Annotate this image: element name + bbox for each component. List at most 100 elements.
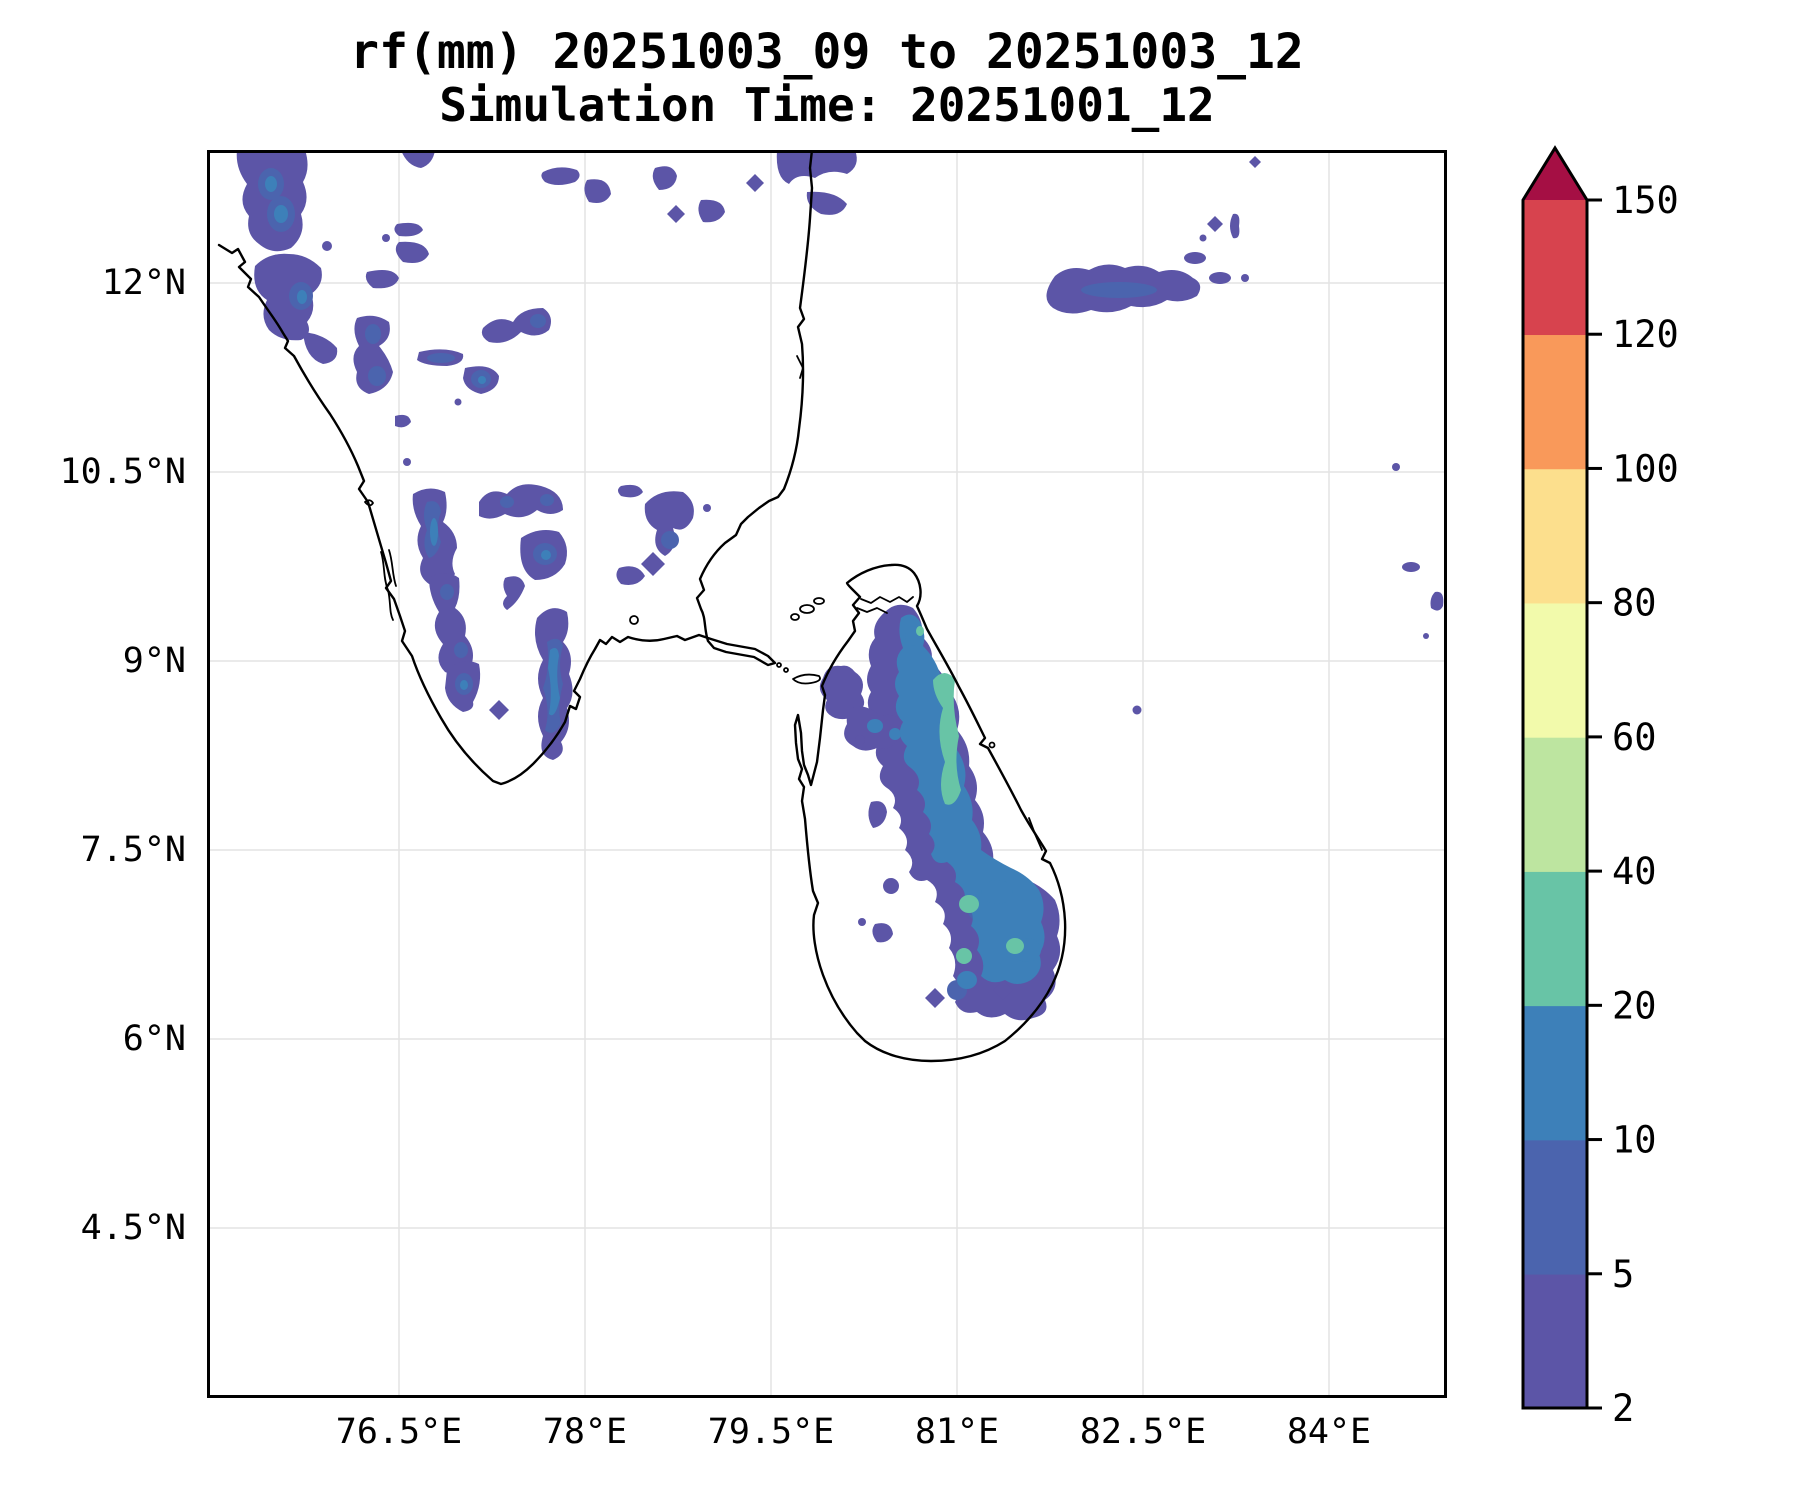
- rain-patch: [382, 234, 390, 242]
- rain-contours-20-40mm: [916, 626, 1024, 964]
- rain-core: [478, 376, 486, 384]
- chart-subtitle: Simulation Time: 20251001_12: [439, 78, 1215, 132]
- rain-core: [889, 728, 901, 740]
- india-coastline: [217, 150, 814, 786]
- rain-core-green: [933, 673, 961, 805]
- rain-patch: [1423, 633, 1429, 639]
- colorbar-tick-label: 20: [1612, 984, 1657, 1027]
- rain-patch: [503, 576, 525, 610]
- rain-patch: [394, 222, 423, 237]
- rain-patch: [1249, 156, 1261, 168]
- rain-patch: [303, 332, 338, 364]
- rain-patch: [698, 199, 725, 223]
- rain-patch: [883, 878, 899, 894]
- gridlines: [207, 150, 1447, 1398]
- rain-patch: [1199, 234, 1207, 242]
- x-tick-label: 84°E: [1286, 1412, 1372, 1452]
- rain-core: [957, 971, 977, 989]
- rain-patch: [868, 801, 887, 828]
- rain-patch: [644, 491, 694, 556]
- colorbar-segment: [1523, 871, 1587, 1007]
- rain-patch: [652, 166, 677, 190]
- rain-core: [427, 353, 455, 363]
- plot-frame: [207, 150, 1447, 1398]
- rain-patch: [479, 484, 563, 519]
- colorbar-segment: [1523, 1273, 1587, 1409]
- rain-patch: [667, 205, 685, 223]
- colorbar-segment: [1523, 602, 1587, 738]
- kerala-backwaters-2: [388, 549, 397, 587]
- rain-patch: [584, 179, 611, 203]
- jaffna-lagoon-2: [856, 607, 888, 614]
- rain-core: [430, 518, 438, 546]
- rain-patch: [403, 458, 411, 466]
- rain-core-green: [1006, 938, 1024, 954]
- colorbar-tick-label: 80: [1612, 582, 1657, 625]
- y-tick-label: 9°N: [122, 641, 186, 681]
- rain-patch: [1392, 463, 1400, 471]
- rain-core: [265, 176, 277, 192]
- islet: [783, 667, 789, 673]
- rain-core: [454, 642, 468, 658]
- rain-core: [867, 719, 883, 733]
- rain-patch: [993, 980, 1013, 1000]
- pulicat-sliver: [796, 355, 804, 379]
- small-lake: [629, 615, 639, 625]
- rain-core: [460, 680, 468, 690]
- colorbar-segment: [1523, 1139, 1587, 1275]
- colorbar-over-arrow: [1523, 148, 1587, 200]
- rain-core: [530, 314, 546, 328]
- colorbar-tick-label: 120: [1612, 313, 1679, 356]
- rain-core: [541, 550, 551, 560]
- rain-patch: [872, 923, 893, 943]
- colorbar-segment: [1523, 334, 1587, 470]
- map-plot-area: [207, 150, 1447, 1398]
- colorbar-segment: [1523, 736, 1587, 872]
- rain-patch: [1184, 252, 1206, 264]
- y-tick-label: 6°N: [122, 1019, 186, 1059]
- y-tick-label: 4.5°N: [80, 1208, 186, 1248]
- island: [799, 604, 815, 614]
- rain-patch: [254, 253, 322, 341]
- rain-core: [981, 880, 1013, 904]
- x-tick-label: 76.5°E: [335, 1412, 463, 1452]
- y-tick-label: 10.5°N: [59, 452, 186, 492]
- rain-patch: [1230, 213, 1240, 239]
- rain-core: [368, 366, 386, 386]
- rain-core: [540, 494, 554, 506]
- colorbar-tick-label: 150: [1612, 179, 1679, 222]
- rain-patch: [395, 414, 411, 428]
- rain-patch: [1402, 562, 1420, 572]
- colorbar-tick-label: 10: [1612, 1119, 1657, 1162]
- colorbar: 2 5 10 20 40 60 80 100 120 150: [1521, 145, 1679, 1430]
- rain-patch: [1241, 274, 1249, 282]
- map-canvas: [207, 150, 1447, 1398]
- rain-patch: [365, 270, 399, 289]
- y-tick-label: 7.5°N: [80, 830, 186, 870]
- colorbar-tick-label: 5: [1612, 1253, 1634, 1296]
- rain-patch: [855, 735, 865, 745]
- kerala-backwaters: [380, 551, 394, 621]
- rain-patch: [454, 398, 462, 406]
- colorbar-segment: [1523, 468, 1587, 604]
- islet: [776, 662, 782, 668]
- rain-patch: [858, 918, 866, 926]
- rain-contours-10-20mm: [265, 176, 1045, 989]
- colorbar-outline: [1521, 145, 1589, 1410]
- island: [790, 613, 800, 621]
- colorbar-tick-label: 2: [1612, 1387, 1634, 1430]
- rain-patch: [819, 665, 865, 720]
- rain-patch: [806, 191, 847, 215]
- rain-patch: [616, 566, 645, 585]
- x-tick-label: 82.5°E: [1079, 1412, 1207, 1452]
- rain-core: [440, 584, 454, 600]
- rain-patch: [489, 700, 509, 720]
- rain-patch: [541, 167, 580, 185]
- rain-core: [661, 531, 679, 549]
- batticaloa-lagoon: [1028, 817, 1043, 851]
- rain-patch: [401, 150, 435, 168]
- rain-patch: [746, 174, 764, 192]
- rain-contours-2-5mm: [236, 150, 1444, 1021]
- x-tick-label: 78°E: [542, 1412, 628, 1452]
